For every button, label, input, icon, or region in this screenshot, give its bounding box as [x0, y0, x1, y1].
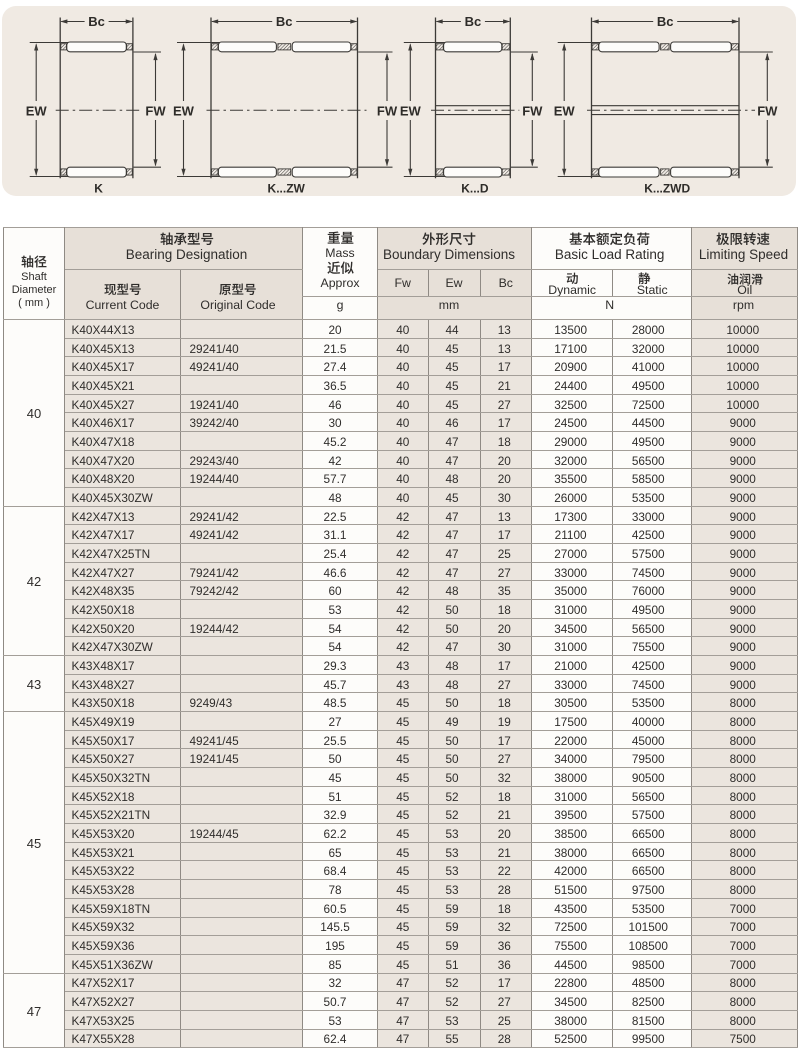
- svg-text:K...D: K...D: [461, 182, 489, 196]
- svg-text:K: K: [94, 182, 103, 196]
- svg-text:FW: FW: [145, 103, 166, 118]
- svg-text:FW: FW: [757, 103, 778, 118]
- svg-text:Bc: Bc: [88, 14, 105, 29]
- svg-text:EW: EW: [26, 103, 48, 118]
- svg-text:EW: EW: [173, 103, 195, 118]
- svg-text:EW: EW: [400, 103, 422, 118]
- svg-text:EW: EW: [554, 103, 576, 118]
- svg-text:Bc: Bc: [657, 14, 674, 29]
- svg-text:Bc: Bc: [465, 14, 482, 29]
- svg-text:FW: FW: [377, 103, 398, 118]
- svg-text:K...ZW: K...ZW: [268, 182, 306, 196]
- svg-text:Bc: Bc: [276, 14, 293, 29]
- svg-text:K...ZWD: K...ZWD: [644, 182, 690, 196]
- svg-text:FW: FW: [522, 103, 543, 118]
